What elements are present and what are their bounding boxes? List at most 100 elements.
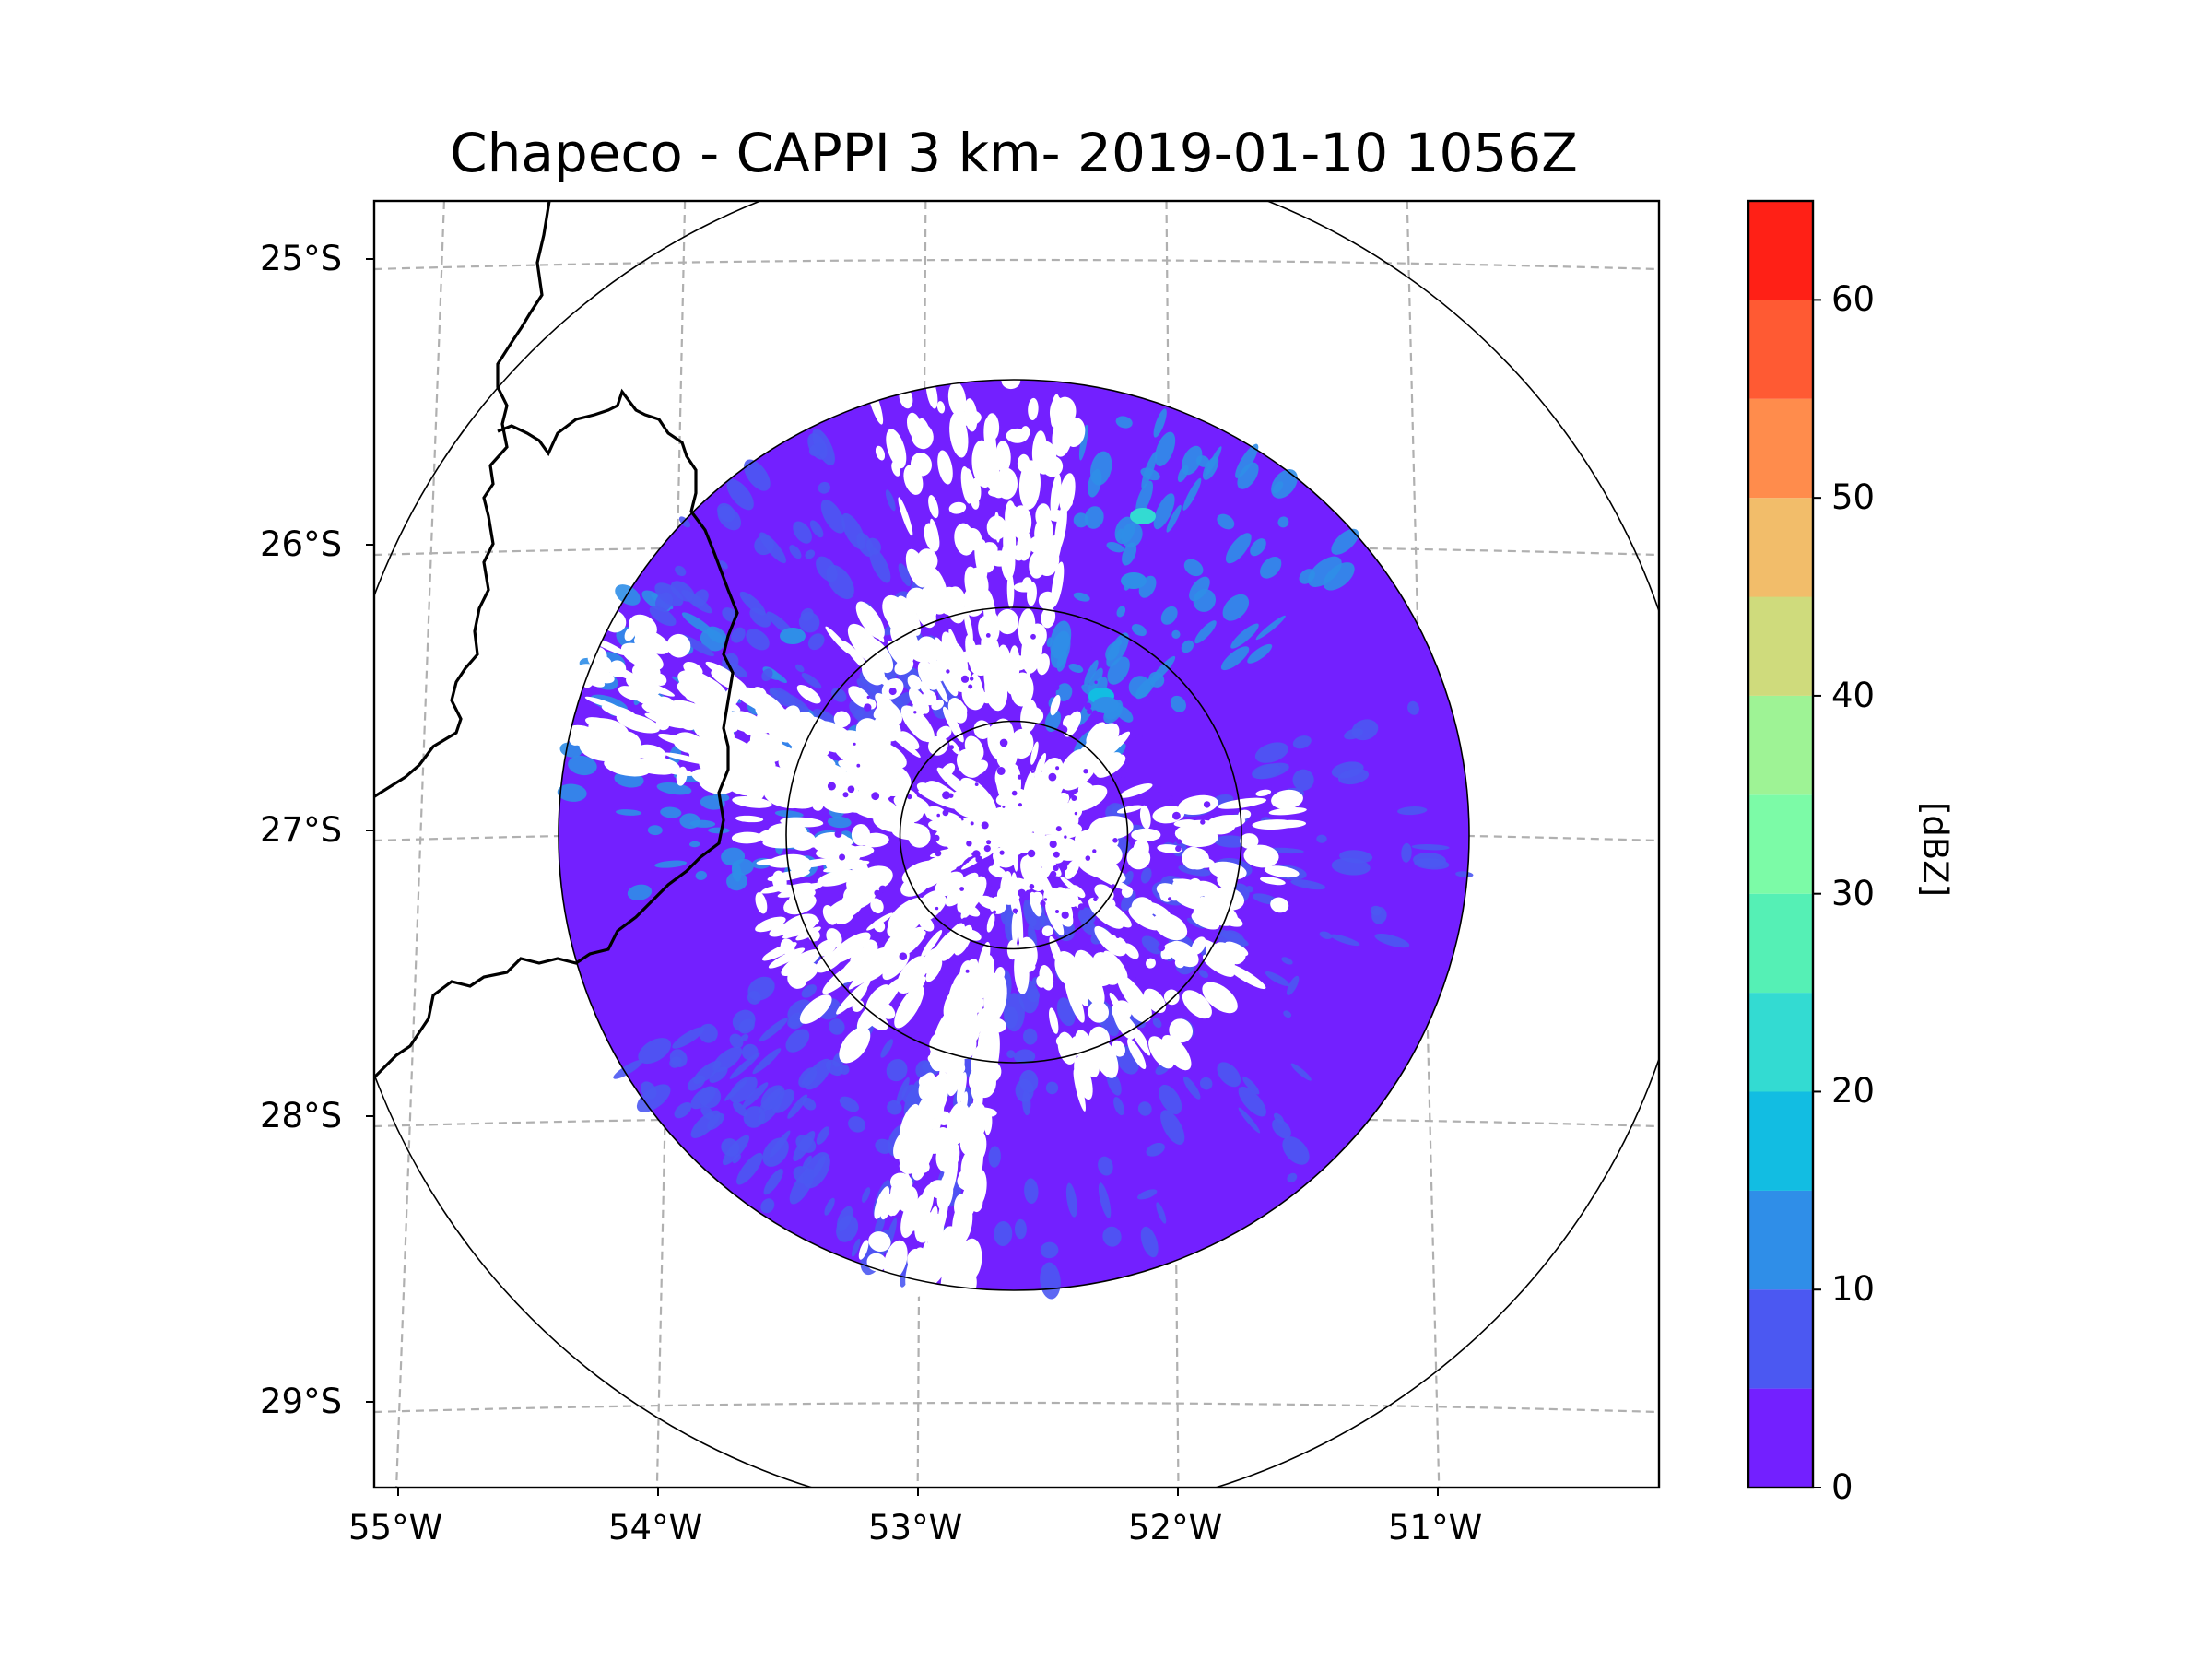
echo-gap xyxy=(936,401,946,414)
echo-speckle xyxy=(959,887,964,891)
echo-cell xyxy=(825,1059,843,1077)
echo-speckle xyxy=(1119,770,1127,779)
echo-gap xyxy=(1097,899,1132,928)
echo-speckle xyxy=(942,809,949,817)
echo-gap xyxy=(924,806,947,822)
echo-gap xyxy=(935,1111,952,1125)
echo-gap xyxy=(1217,872,1238,889)
echo-gap xyxy=(855,768,893,789)
echo-gap xyxy=(911,453,932,477)
colorbar-bin xyxy=(1748,1289,1813,1389)
echo-gap xyxy=(779,720,799,740)
echo-cell xyxy=(741,1043,759,1061)
echo-gap xyxy=(587,636,628,656)
echo-gap xyxy=(817,869,856,887)
echo-gap xyxy=(1036,806,1083,831)
echo-gap xyxy=(1094,925,1123,956)
echo-speckle xyxy=(1135,734,1143,742)
echo-cell xyxy=(752,1048,782,1075)
echo-gap xyxy=(1119,783,1153,798)
echo-cell xyxy=(1014,1049,1036,1065)
echo-gap xyxy=(1178,794,1218,816)
echo-gap xyxy=(1054,951,1081,987)
echo-gap xyxy=(777,882,824,898)
echo-gap xyxy=(1153,912,1188,941)
echo-gap xyxy=(970,1130,987,1163)
echo-gap xyxy=(755,892,768,914)
echo-gap xyxy=(883,1240,908,1280)
echo-gap xyxy=(891,461,900,477)
echo-gap xyxy=(941,631,960,668)
echo-cell xyxy=(1045,1081,1059,1095)
echo-gap xyxy=(1202,954,1235,977)
colorbar-tick-label: 0 xyxy=(1831,1467,1853,1507)
echo-cell xyxy=(719,560,728,570)
echo-cell xyxy=(1238,1086,1266,1117)
echo-cell xyxy=(1230,623,1259,649)
echo-gap xyxy=(743,690,768,708)
echo-gap xyxy=(1052,415,1073,457)
echo-cell xyxy=(678,516,691,528)
echo-speckle xyxy=(1200,819,1206,825)
echo-gap xyxy=(948,629,961,664)
echo-cell xyxy=(1131,624,1147,637)
echo-gap xyxy=(820,735,859,758)
echo-gap xyxy=(788,786,830,805)
echo-cell xyxy=(785,1029,810,1053)
echo-speckle xyxy=(1027,849,1036,858)
echo-cell xyxy=(1022,1089,1031,1116)
echo-speckle xyxy=(1048,772,1057,782)
echo-cell xyxy=(1323,562,1355,591)
echo-gap xyxy=(1092,1038,1119,1078)
echo-speckle xyxy=(1084,702,1092,710)
echo-cell xyxy=(824,1197,835,1216)
echo-speckle xyxy=(948,793,954,798)
echo-cell xyxy=(1455,871,1474,878)
echo-cell xyxy=(1155,431,1176,466)
echo-speckle xyxy=(999,850,1005,855)
echo-speckle xyxy=(1168,833,1175,841)
echo-gap xyxy=(936,767,973,800)
echo-cell xyxy=(1292,735,1312,749)
echo-cell xyxy=(1153,493,1175,530)
echo-gap xyxy=(1012,544,1026,561)
echo-speckle xyxy=(935,850,942,857)
echo-cell xyxy=(690,1110,721,1138)
echo-cell xyxy=(674,1101,692,1119)
echo-gap xyxy=(927,653,944,682)
echo-cell xyxy=(654,860,688,868)
echo-speckle xyxy=(952,967,959,974)
echo-speckle xyxy=(989,885,997,894)
echo-gap xyxy=(982,1023,997,1046)
echo-cell xyxy=(1252,763,1281,780)
echo-gap xyxy=(815,949,845,973)
echo-cell xyxy=(1277,516,1289,528)
echo-gap xyxy=(781,948,821,977)
echo-gap xyxy=(1177,827,1218,848)
echo-cell xyxy=(1065,1182,1077,1218)
echo-cell xyxy=(1283,1010,1292,1018)
colorbar-tick-label: 10 xyxy=(1831,1269,1876,1310)
echo-cell xyxy=(760,1085,785,1111)
echo-gap xyxy=(974,1068,996,1099)
echo-cell xyxy=(706,626,727,644)
echo-gap xyxy=(874,743,907,769)
echo-gap xyxy=(894,658,914,676)
echo-cell xyxy=(1077,907,1096,925)
echo-gap xyxy=(831,796,873,813)
echo-gap xyxy=(940,595,963,616)
echo-cell xyxy=(1319,931,1333,939)
echo-gap xyxy=(666,633,691,658)
echo-cell xyxy=(763,1169,783,1195)
echo-speckle xyxy=(949,980,954,985)
echo-gap xyxy=(1041,455,1064,477)
echo-gap xyxy=(585,717,618,731)
echo-cell xyxy=(818,481,830,494)
echo-speckle xyxy=(1071,795,1077,801)
echo-gap xyxy=(915,642,932,663)
echo-gap xyxy=(959,1091,969,1118)
y-tick-label: 25°S xyxy=(260,239,343,278)
echo-gap xyxy=(984,1112,993,1135)
echo-gap xyxy=(768,743,782,759)
colorbar-bin xyxy=(1748,201,1813,300)
